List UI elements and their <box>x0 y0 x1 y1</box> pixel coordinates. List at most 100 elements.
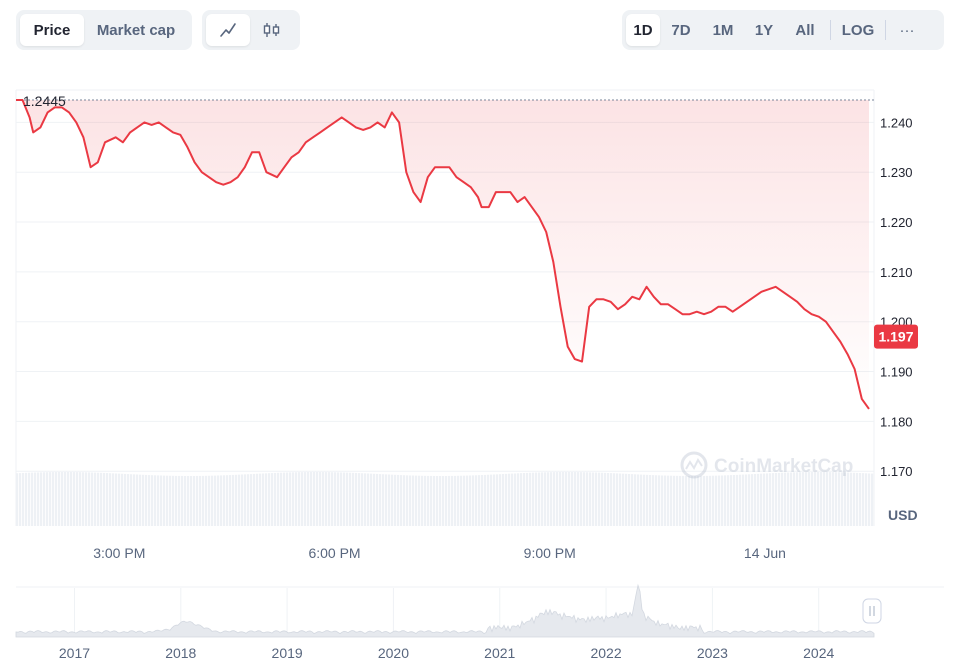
volume-bar <box>463 475 466 526</box>
candlestick-chart-button[interactable] <box>250 14 294 46</box>
volume-bar <box>214 475 217 526</box>
volume-bar <box>481 475 484 526</box>
volume-bar <box>730 475 733 526</box>
navigator-year-label: 2020 <box>378 645 409 661</box>
volume-bar <box>655 475 658 526</box>
volume-bar <box>265 473 268 526</box>
volume-bar <box>739 474 742 526</box>
volume-bar <box>688 475 691 526</box>
volume-bar <box>388 474 391 526</box>
range-7d-button[interactable]: 7D <box>671 21 691 39</box>
volume-bar <box>643 474 646 526</box>
log-scale-button[interactable]: LOG <box>841 21 875 39</box>
range-all-button[interactable]: All <box>795 21 815 39</box>
volume-bar <box>841 472 844 526</box>
volume-bar <box>454 475 457 526</box>
volume-bar <box>88 472 91 526</box>
volume-bar <box>817 472 820 526</box>
volume-bar <box>832 472 835 526</box>
y-tick-label: 1.240 <box>880 115 913 130</box>
volume-bar <box>427 475 430 526</box>
range-1m-button[interactable]: 1M <box>712 21 734 39</box>
volume-bar <box>847 472 850 526</box>
volume-bar <box>127 474 130 526</box>
volume-bar <box>664 475 667 526</box>
volume-bar <box>184 475 187 526</box>
volume-bar <box>76 472 79 526</box>
volume-bar <box>694 475 697 526</box>
navigator-area <box>15 583 875 638</box>
volume-bar <box>337 472 340 526</box>
volume-bar <box>298 472 301 526</box>
volume-bar <box>52 472 55 526</box>
volume-bar <box>40 472 43 526</box>
volume-bar <box>697 475 700 526</box>
volume-bar <box>283 472 286 526</box>
volume-bar <box>754 473 757 526</box>
volume-bar <box>805 472 808 526</box>
volume-bar <box>34 472 37 526</box>
volume-bar <box>61 472 64 526</box>
volume-bar <box>202 475 205 526</box>
volume-bar <box>343 472 346 526</box>
volume-bar <box>529 472 532 526</box>
volume-bar <box>376 473 379 526</box>
more-options-button[interactable]: ··· <box>899 21 915 39</box>
tab-price[interactable]: Price <box>20 14 84 46</box>
volume-bar <box>130 474 133 526</box>
volume-bar <box>829 472 832 526</box>
volume-bar <box>517 473 520 526</box>
volume-bar <box>562 472 565 526</box>
tab-market-cap[interactable]: Market cap <box>96 21 176 39</box>
volume-bar <box>751 474 754 526</box>
current-price-label: 1.197 <box>878 329 913 345</box>
volume-bar <box>325 472 328 526</box>
volume-bar <box>259 473 262 526</box>
volume-bar <box>157 475 160 526</box>
volume-bar <box>433 475 436 526</box>
navigator-handle[interactable] <box>862 598 882 624</box>
volume-bar <box>850 472 853 526</box>
volume-bar <box>499 474 502 526</box>
volume-bar <box>802 472 805 526</box>
volume-bar <box>679 475 682 526</box>
volume-bar <box>589 472 592 526</box>
volume-bar <box>103 472 106 526</box>
volume-bar <box>601 472 604 526</box>
volume-bar <box>448 475 451 526</box>
volume-bar <box>19 473 22 526</box>
navigator-year-label: 2018 <box>165 645 196 661</box>
volume-bar <box>547 472 550 526</box>
volume-bar <box>580 472 583 526</box>
currency-label: USD <box>888 507 918 523</box>
volume-bar <box>319 472 322 526</box>
volume-bar <box>712 475 715 526</box>
volume-bar <box>229 475 232 526</box>
volume-bar <box>760 473 763 526</box>
volume-bar <box>625 473 628 526</box>
volume-bar <box>418 475 421 526</box>
volume-bar <box>568 472 571 526</box>
volume-bar <box>307 472 310 526</box>
range-1y-button[interactable]: 1Y <box>754 21 774 39</box>
volume-bar <box>502 474 505 526</box>
volume-bar <box>634 474 637 526</box>
range-1d-button[interactable]: 1D <box>626 14 660 46</box>
volume-bar <box>55 472 58 526</box>
navigator-year-label: 2024 <box>803 645 834 661</box>
volume-bar <box>196 475 199 526</box>
x-tick-label: 3:00 PM <box>93 545 145 561</box>
volume-bar <box>370 473 373 526</box>
volume-bar <box>436 475 439 526</box>
volume-bar <box>154 475 157 526</box>
volume-bar <box>241 474 244 526</box>
volume-bar <box>361 473 364 526</box>
volume-bar <box>112 473 115 526</box>
watermark: CoinMarketCap <box>680 451 853 479</box>
volume-bar <box>277 472 280 526</box>
line-chart-button[interactable] <box>206 14 250 46</box>
volume-bar <box>439 475 442 526</box>
volume-bar <box>493 474 496 526</box>
volume-bar <box>724 475 727 526</box>
volume-bar <box>46 472 49 526</box>
